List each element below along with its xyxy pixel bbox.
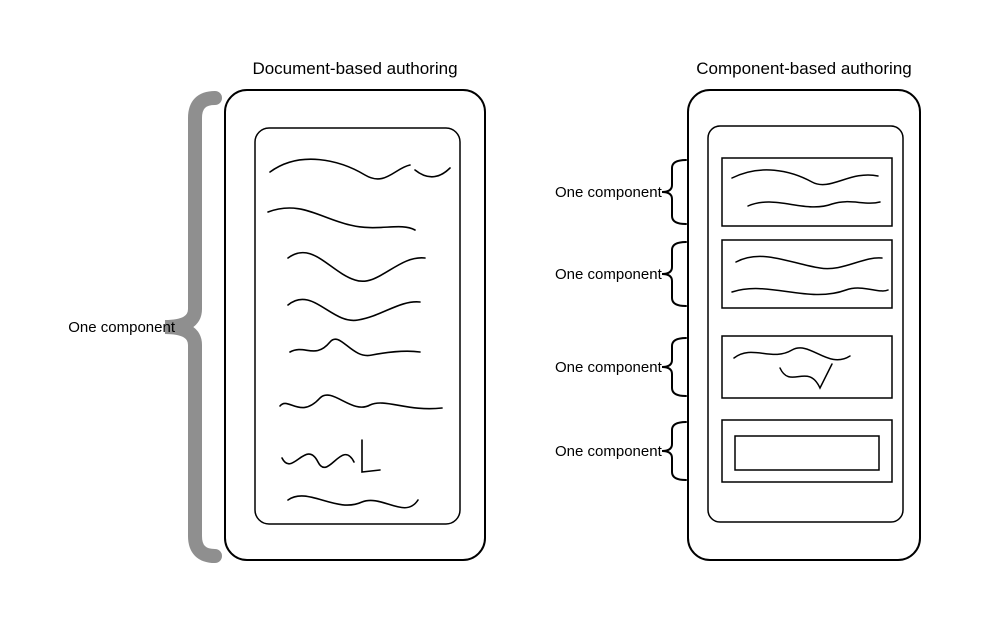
squiggle-line (748, 202, 880, 207)
small-brace (662, 422, 686, 480)
squiggle-line (736, 256, 882, 268)
left-component-label: One component (68, 319, 176, 336)
component-label: One component (555, 184, 663, 201)
squiggle-line (268, 208, 415, 230)
left-squiggles (268, 159, 450, 508)
squiggle-line (288, 253, 425, 282)
right-title: Component-based authoring (696, 59, 911, 78)
component-label: One component (555, 266, 663, 283)
squiggle-line (780, 364, 832, 388)
component-box (722, 158, 892, 226)
component-label: One component (555, 443, 663, 460)
component-box (722, 336, 892, 398)
right-outer-rect (688, 90, 920, 560)
squiggle-line (732, 170, 878, 185)
squiggle-line (735, 436, 879, 470)
right-inner-rect (708, 126, 903, 522)
squiggle-line (282, 440, 380, 472)
left-title: Document-based authoring (252, 59, 457, 78)
left-outer-rect (225, 90, 485, 560)
squiggle-line (290, 339, 420, 355)
squiggle-line (270, 159, 450, 179)
small-brace (662, 242, 686, 306)
small-brace (662, 160, 686, 224)
component-box (722, 420, 892, 482)
component-box (722, 240, 892, 308)
squiggle-line (288, 299, 420, 320)
squiggle-line (288, 496, 418, 508)
left-inner-rect (255, 128, 460, 524)
component-label: One component (555, 359, 663, 376)
squiggle-line (734, 348, 850, 360)
squiggle-line (732, 288, 888, 295)
small-brace (662, 338, 686, 396)
squiggle-line (280, 395, 442, 409)
authoring-comparison-diagram: Document-based authoring One component C… (0, 0, 985, 627)
right-components: One component One component One component O… (555, 158, 892, 482)
